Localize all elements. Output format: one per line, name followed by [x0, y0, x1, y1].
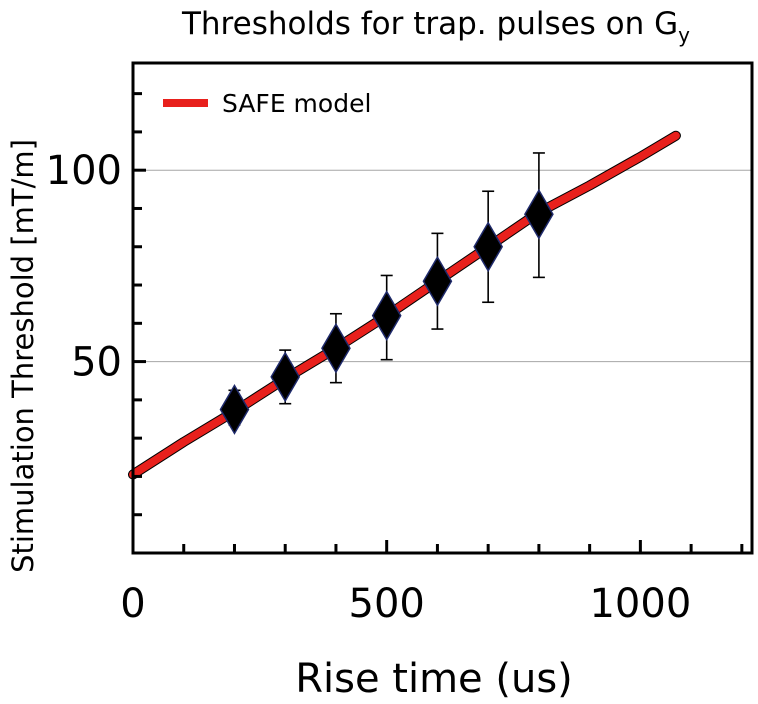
data-marker-400	[321, 322, 351, 374]
chart-title-subscript: y	[678, 23, 690, 47]
x-tick-label-500: 500	[349, 581, 425, 627]
x-axis-title: Rise time (us)	[295, 656, 573, 702]
plot-frame	[131, 61, 754, 555]
data-point-800	[524, 152, 554, 279]
data-marker-600	[422, 255, 453, 307]
legend-label-safe-model: SAFE model	[222, 89, 371, 118]
series-group	[128, 130, 681, 480]
data-point-600	[422, 232, 453, 330]
y-tick-label-50: 50	[71, 340, 122, 386]
x-tick-label-0: 0	[120, 581, 145, 627]
y-axis-title: Stimulation Threshold [mT/m]	[6, 139, 40, 573]
chart-title: Thresholds for trap. pulses on Gy	[181, 6, 690, 47]
data-marker-700	[473, 221, 504, 273]
legend: SAFE model	[163, 89, 371, 118]
y-tick-label-100: 100	[46, 148, 122, 194]
data-marker-200	[219, 383, 250, 435]
data-marker-800	[524, 188, 554, 240]
chart-title-text: Thresholds for trap. pulses on G	[181, 6, 678, 42]
data-point-700	[473, 190, 504, 304]
gridlines	[133, 169, 752, 363]
data-marker-300	[270, 351, 301, 403]
data-point-400	[321, 312, 351, 384]
x-tick-label-1000: 1000	[589, 581, 691, 627]
axes: 0 500 1000 50 100	[46, 61, 754, 627]
data-point-500	[371, 274, 402, 361]
data-point-200	[219, 383, 250, 435]
data-marker-500	[371, 290, 402, 342]
data-point-300	[270, 349, 301, 405]
